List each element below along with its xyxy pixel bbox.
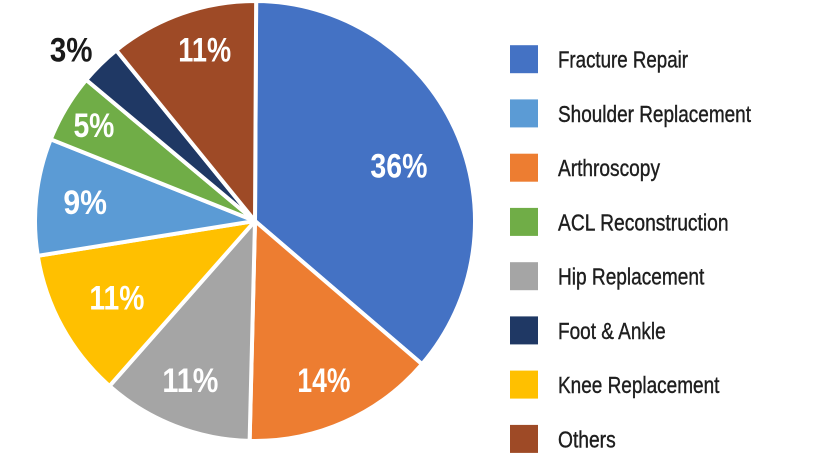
svg-text:11%: 11% xyxy=(89,279,144,317)
svg-text:Hip Replacement: Hip Replacement xyxy=(558,264,705,290)
svg-text:Fracture Repair: Fracture Repair xyxy=(558,47,688,73)
svg-text:11%: 11% xyxy=(162,362,218,400)
svg-text:5%: 5% xyxy=(73,107,114,145)
svg-text:14%: 14% xyxy=(297,362,350,400)
svg-text:36%: 36% xyxy=(370,148,427,186)
svg-text:11%: 11% xyxy=(178,31,231,69)
svg-text:Knee Replacement: Knee Replacement xyxy=(558,372,720,398)
svg-text:Arthroscopy: Arthroscopy xyxy=(558,155,660,181)
svg-text:9%: 9% xyxy=(63,184,107,222)
svg-text:3%: 3% xyxy=(50,31,93,69)
svg-text:Shoulder Replacement: Shoulder Replacement xyxy=(558,101,751,127)
svg-text:Foot & Ankle: Foot & Ankle xyxy=(558,318,666,344)
svg-text:Others: Others xyxy=(558,426,616,452)
svg-text:ACL Reconstruction: ACL Reconstruction xyxy=(558,209,729,235)
